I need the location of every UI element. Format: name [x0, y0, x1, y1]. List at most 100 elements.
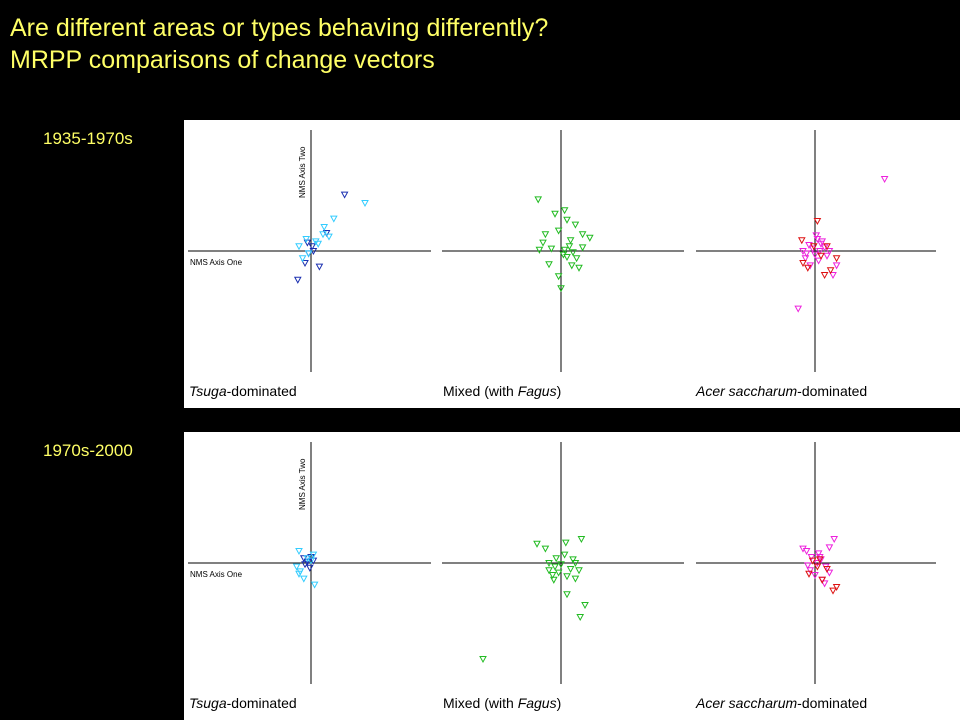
data-point-series-1	[806, 567, 815, 575]
subplot-label: Acer saccharum-dominated	[695, 695, 867, 711]
subplot-1: NMS Axis One NMS Axis Two Tsuga-dominated	[188, 442, 431, 711]
subplot-1: NMS Axis One NMS Axis Two Tsuga-dominated	[188, 130, 431, 399]
data-point-series-2	[820, 272, 829, 280]
chart-panel-period-2: NMS Axis One NMS Axis Two Tsuga-dominated M…	[184, 432, 960, 720]
data-point-series-1	[807, 554, 816, 562]
data-point-series-1	[551, 210, 559, 218]
data-point-series-1	[315, 263, 324, 271]
data-point-series-2	[809, 243, 818, 251]
data-point-series-1	[569, 249, 577, 257]
data-point-series-2	[299, 575, 308, 583]
data-point-series-1	[539, 239, 547, 247]
x-axis-label: NMS Axis One	[190, 258, 243, 267]
x-axis-label: NMS Axis One	[190, 570, 243, 579]
data-point-series-1	[535, 246, 544, 254]
data-point-series-1	[340, 191, 349, 199]
data-point-series-1	[818, 238, 827, 246]
data-point-series-1	[571, 575, 580, 583]
data-point-series-2	[799, 260, 807, 268]
data-point-series-1	[811, 251, 819, 259]
data-point-series-1	[569, 556, 577, 564]
data-point-series-1	[301, 260, 309, 268]
y-axis-label: NMS Axis Two	[298, 458, 307, 510]
data-point-series-1	[567, 262, 576, 270]
data-point-series-1	[880, 176, 889, 184]
data-point-series-1	[802, 250, 811, 258]
data-point-series-1	[813, 560, 822, 568]
data-point-series-2	[823, 243, 831, 251]
data-point-series-1	[548, 572, 557, 580]
data-point-series-1	[823, 252, 831, 260]
data-point-series-1	[560, 207, 569, 215]
data-point-series-1	[814, 550, 823, 558]
data-point-series-1	[545, 261, 553, 269]
data-point-series-1	[825, 248, 834, 256]
data-point-series-1	[301, 561, 309, 569]
data-point-series-2	[329, 215, 338, 223]
data-point-series-2	[808, 557, 817, 565]
data-point-series-1	[829, 272, 837, 280]
data-point-series-1	[299, 555, 308, 563]
subplot-3: Acer saccharum-dominated	[695, 442, 936, 711]
data-point-series-1	[533, 540, 541, 548]
data-point-series-1	[571, 221, 580, 229]
data-point-series-1	[811, 572, 819, 580]
data-point-series-1	[561, 539, 570, 547]
data-point-series-1	[805, 242, 813, 250]
data-point-series-1	[541, 231, 550, 239]
data-point-series-1	[547, 245, 556, 253]
data-point-series-1	[554, 227, 563, 235]
data-point-series-1	[830, 536, 839, 544]
data-point-series-2	[832, 255, 841, 263]
data-point-series-2	[813, 218, 822, 226]
data-point-series-1	[581, 602, 589, 610]
data-point-series-1	[563, 254, 571, 262]
data-point-series-2	[292, 563, 301, 571]
data-point-series-2	[797, 237, 806, 245]
data-point-series-2	[813, 563, 822, 571]
data-point-series-1	[576, 614, 585, 622]
data-point-series-1	[820, 580, 829, 588]
data-point-series-1	[308, 243, 317, 251]
title-line-2: MRPP comparisons of change vectors	[10, 46, 435, 74]
slide-title: Are different areas or types behaving di…	[10, 12, 548, 76]
data-point-series-2	[319, 231, 327, 239]
data-point-series-1	[578, 231, 587, 239]
data-point-series-1	[566, 237, 575, 245]
chart-panel-period-1: NMS Axis One NMS Axis Two Tsuga-dominated M…	[184, 120, 960, 408]
data-point-series-1	[549, 576, 558, 584]
data-point-series-1	[552, 555, 561, 563]
data-point-series-1	[801, 255, 810, 263]
data-point-series-2	[320, 224, 329, 232]
data-point-series-1	[541, 545, 550, 553]
scatter-panel-period-2: NMS Axis One NMS Axis Two Tsuga-dominated M…	[188, 442, 936, 711]
data-point-series-1	[802, 548, 811, 556]
data-point-series-1	[557, 285, 565, 293]
data-point-series-1	[479, 656, 487, 664]
data-point-series-1	[565, 243, 574, 251]
data-point-series-2	[803, 264, 812, 272]
y-axis-label: NMS Axis Two	[298, 146, 307, 198]
data-point-series-2	[310, 581, 319, 589]
scatter-panel-period-1: NMS Axis One NMS Axis Two Tsuga-dominated M…	[188, 130, 936, 399]
data-point-series-1	[545, 567, 553, 575]
data-point-series-2	[325, 233, 333, 241]
data-point-series-1	[803, 562, 812, 570]
data-point-series-1	[554, 273, 563, 281]
data-point-series-2	[309, 551, 318, 559]
data-point-series-1	[305, 564, 314, 572]
data-point-series-1	[554, 569, 563, 577]
subplot-3: Acer saccharum-dominated	[695, 130, 936, 399]
data-point-series-1	[585, 234, 594, 242]
data-point-series-2	[361, 200, 369, 208]
data-point-series-1	[832, 262, 841, 270]
subplot-label: Acer saccharum-dominated	[695, 383, 867, 399]
data-point-series-1	[812, 232, 821, 240]
data-point-series-1	[575, 264, 583, 272]
row-label-period-2: 1970s-2000	[43, 441, 133, 460]
data-point-series-2	[303, 555, 312, 563]
data-point-series-2	[298, 255, 307, 263]
data-point-series-1	[557, 561, 565, 569]
subplot-label: Tsuga-dominated	[189, 695, 297, 711]
data-point-series-1	[566, 566, 575, 574]
